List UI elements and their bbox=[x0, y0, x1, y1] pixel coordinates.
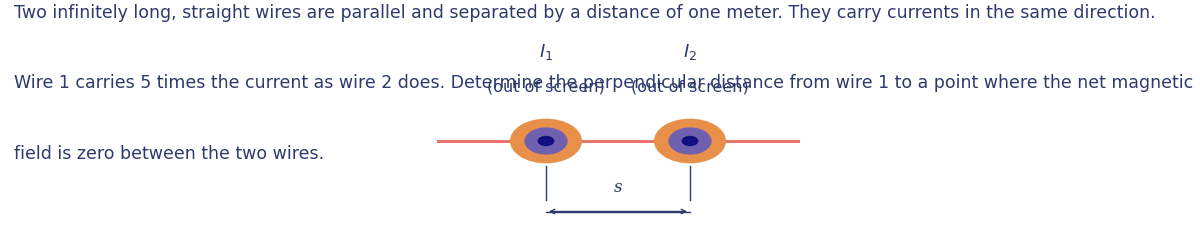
Text: Wire 1 carries 5 times the current as wire 2 does. Determine the perpendicular d: Wire 1 carries 5 times the current as wi… bbox=[14, 74, 1194, 92]
Text: s: s bbox=[613, 180, 623, 196]
Ellipse shape bbox=[510, 119, 582, 163]
Text: field is zero between the two wires.: field is zero between the two wires. bbox=[14, 145, 324, 163]
Ellipse shape bbox=[538, 136, 554, 146]
Text: $I_1$: $I_1$ bbox=[539, 42, 553, 62]
Text: Two infinitely long, straight wires are parallel and separated by a distance of : Two infinitely long, straight wires are … bbox=[14, 4, 1156, 22]
Text: (out of screen): (out of screen) bbox=[631, 79, 749, 94]
Text: (out of screen): (out of screen) bbox=[487, 79, 605, 94]
Ellipse shape bbox=[668, 127, 712, 155]
Ellipse shape bbox=[682, 136, 698, 146]
Text: $I_2$: $I_2$ bbox=[683, 42, 697, 62]
Ellipse shape bbox=[654, 119, 726, 163]
Ellipse shape bbox=[524, 127, 568, 155]
